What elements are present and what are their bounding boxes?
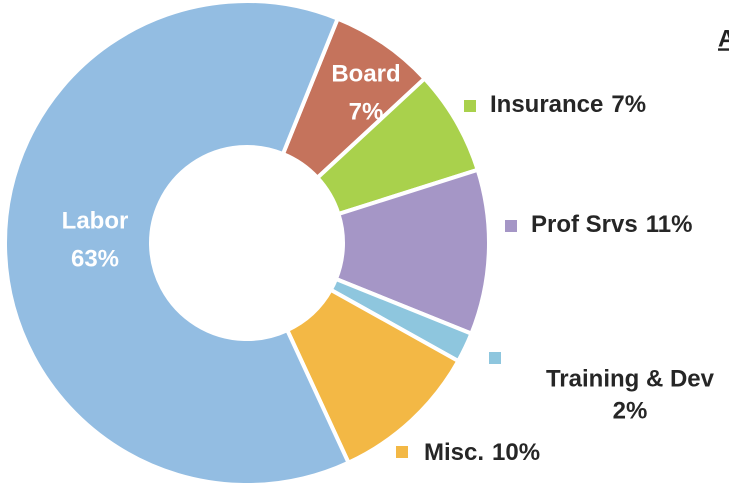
value-label: 7%	[611, 91, 646, 118]
category-label: Misc.	[424, 439, 484, 466]
value-label: 2%	[613, 397, 648, 424]
category-label: Prof Srvs	[531, 211, 638, 238]
donut-slice	[3, 0, 352, 487]
value-label: 10%	[492, 439, 540, 466]
legend-marker	[505, 220, 517, 232]
legend-marker	[396, 446, 408, 458]
outside-label: Prof Srvs 11%	[531, 211, 692, 238]
outside-label: Insurance 7%	[490, 91, 646, 118]
slice-label: Labor	[62, 207, 129, 234]
legend-marker	[489, 352, 501, 364]
outside-label: Training & Dev	[546, 365, 715, 392]
legend-marker	[464, 100, 476, 112]
chart-title: A	[718, 25, 729, 52]
outside-label: Misc. 10%	[424, 439, 540, 466]
slice-value-label: 7%	[349, 98, 384, 125]
slice-value-label: 63%	[71, 245, 119, 272]
value-label: 11%	[646, 211, 693, 238]
slice-label: Board	[331, 60, 400, 87]
category-label: Insurance	[490, 91, 603, 118]
